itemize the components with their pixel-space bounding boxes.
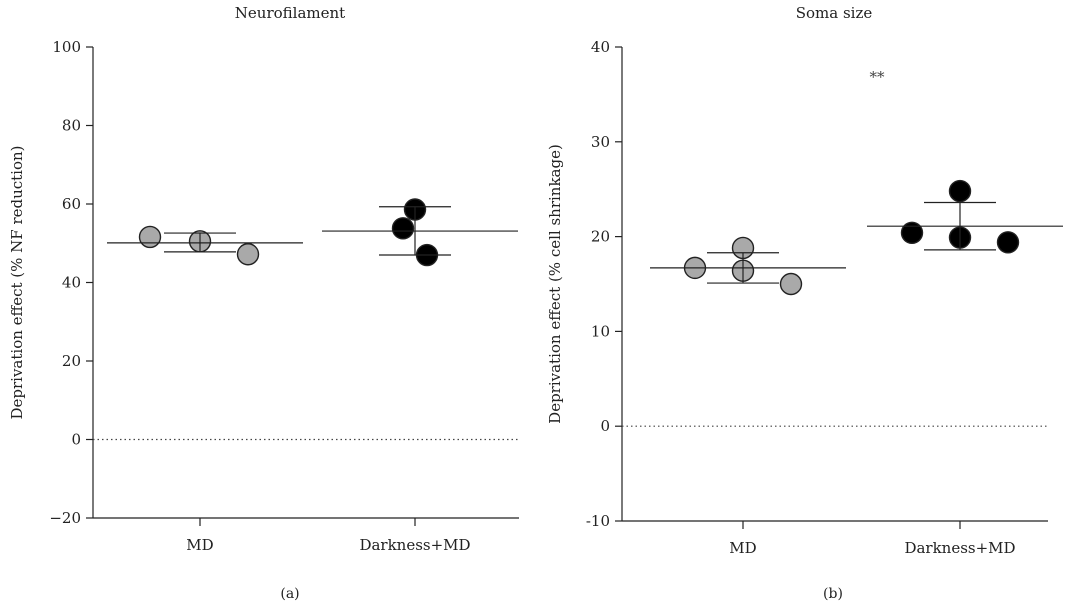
group-darkness-md [867, 179, 1063, 254]
panel-label: (a) [280, 586, 299, 602]
y-tick-label: −20 [49, 509, 81, 527]
y-axis-label: Deprivation effect (% cell shrinkage) [546, 144, 564, 424]
data-point [996, 231, 1020, 254]
x-tick-label: MD [186, 536, 213, 554]
data-point [900, 221, 924, 245]
y-tick-label: 10 [591, 322, 610, 340]
significance-annotation: ** [870, 68, 886, 86]
y-tick-label: 80 [62, 117, 81, 135]
y-tick-label: 100 [52, 38, 81, 56]
y-tick-label: 60 [62, 195, 81, 213]
group-md [107, 225, 303, 266]
y-tick-label: 30 [591, 133, 610, 151]
x-tick-label: MD [729, 539, 756, 557]
panel-neurofilament: Neurofilament −20 0 20 40 60 80 100 MD Darkness+M… [8, 4, 519, 602]
x-tick-label: Darkness+MD [904, 539, 1015, 557]
y-axis-label: Deprivation effect (% NF reduction) [8, 145, 26, 419]
group-darkness-md [322, 198, 518, 267]
chart-title: Soma size [796, 4, 873, 22]
data-point [391, 217, 415, 240]
y-tick-label: 0 [600, 417, 610, 435]
chart-title: Neurofilament [235, 4, 345, 22]
y-tick-label: 0 [71, 431, 81, 449]
y-tick-label: 40 [591, 38, 610, 56]
data-point [948, 179, 972, 203]
y-tick-label: 40 [62, 274, 81, 292]
panel-soma-size: Soma size -10 0 10 20 30 40 MD Darkness+MD Depriv… [546, 4, 1063, 602]
y-tick-label: -10 [586, 512, 610, 530]
data-point [236, 243, 260, 266]
group-md [650, 236, 846, 296]
panel-label: (b) [823, 586, 843, 602]
x-tick-label: Darkness+MD [359, 536, 470, 554]
data-point [138, 225, 162, 249]
y-tick-label: 20 [62, 352, 81, 370]
data-point [779, 272, 803, 296]
y-tick-label: 20 [591, 228, 610, 246]
